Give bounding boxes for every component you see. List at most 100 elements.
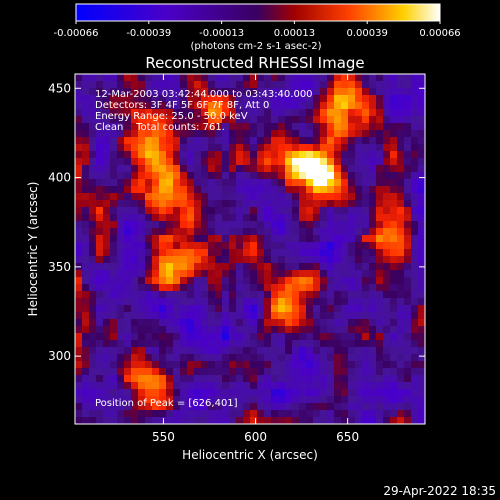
heatmap-cell xyxy=(341,95,349,103)
heatmap-cell xyxy=(299,123,307,131)
heatmap-cell xyxy=(390,382,398,390)
heatmap-cell xyxy=(383,326,391,334)
heatmap-cell xyxy=(292,375,300,383)
heatmap-cell xyxy=(152,361,160,369)
heatmap-cell xyxy=(229,263,237,271)
heatmap-cell xyxy=(271,81,279,89)
heatmap-cell xyxy=(348,340,356,348)
heatmap-cell xyxy=(173,361,181,369)
heatmap-cell xyxy=(229,116,237,124)
heatmap-cell xyxy=(138,291,146,299)
heatmap-cell xyxy=(166,109,174,117)
heatmap-cell xyxy=(278,396,286,404)
heatmap-cell xyxy=(376,417,384,425)
heatmap-cell xyxy=(117,116,125,124)
heatmap-cell xyxy=(117,340,125,348)
heatmap-cell xyxy=(271,200,279,208)
annotation-time: 12-Mar-2003 03:42:44.000 to 03:43:40.000 xyxy=(95,89,313,100)
heatmap-cell xyxy=(229,403,237,411)
heatmap-cell xyxy=(75,410,83,418)
heatmap-cell xyxy=(341,200,349,208)
heatmap-cell xyxy=(82,172,90,180)
heatmap-cell xyxy=(376,88,384,96)
heatmap-cell xyxy=(418,151,426,159)
heatmap-cell xyxy=(348,74,356,82)
heatmap-cell xyxy=(173,270,181,278)
heatmap-cell xyxy=(194,361,202,369)
heatmap-cell xyxy=(173,410,181,418)
heatmap-cell xyxy=(278,375,286,383)
heatmap-cell xyxy=(110,207,118,215)
heatmap-cell xyxy=(117,396,125,404)
heatmap-cell xyxy=(117,277,125,285)
heatmap-cell xyxy=(397,249,405,257)
heatmap-cell xyxy=(404,123,412,131)
heatmap-cell xyxy=(341,109,349,117)
heatmap-cell xyxy=(138,312,146,320)
heatmap-cell xyxy=(327,277,335,285)
heatmap-cell xyxy=(257,74,265,82)
heatmap-cell xyxy=(292,179,300,187)
heatmap-cell xyxy=(348,249,356,257)
heatmap-cell xyxy=(348,123,356,131)
heatmap-cell xyxy=(194,403,202,411)
heatmap-cell xyxy=(236,410,244,418)
heatmap-cell xyxy=(208,382,216,390)
heatmap-cell xyxy=(124,242,132,250)
heatmap-cell xyxy=(383,277,391,285)
heatmap-cell xyxy=(208,284,216,292)
heatmap-cell xyxy=(292,277,300,285)
heatmap-cell xyxy=(131,326,139,334)
heatmap-cell xyxy=(292,193,300,201)
heatmap-cell xyxy=(334,172,342,180)
heatmap-cell xyxy=(383,284,391,292)
heatmap-cell xyxy=(152,109,160,117)
heatmap-cell xyxy=(215,165,223,173)
heatmap-cell xyxy=(145,144,153,152)
heatmap-cell xyxy=(334,389,342,397)
heatmap-cell xyxy=(187,410,195,418)
heatmap-cell xyxy=(152,144,160,152)
heatmap-cell xyxy=(362,382,370,390)
heatmap-cell xyxy=(208,340,216,348)
heatmap-cell xyxy=(166,354,174,362)
heatmap-cell xyxy=(194,382,202,390)
heatmap-cell xyxy=(264,186,272,194)
heatmap-cell xyxy=(229,326,237,334)
heatmap-cell xyxy=(334,235,342,243)
heatmap-cell xyxy=(341,270,349,278)
heatmap-cell xyxy=(187,144,195,152)
heatmap-cell xyxy=(145,221,153,229)
heatmap-cell xyxy=(131,319,139,327)
heatmap-cell xyxy=(110,403,118,411)
heatmap-cell xyxy=(208,417,216,425)
heatmap-cell xyxy=(222,88,230,96)
heatmap-cell xyxy=(306,172,314,180)
heatmap-cell xyxy=(166,270,174,278)
heatmap-cell xyxy=(124,291,132,299)
heatmap-cell xyxy=(103,354,111,362)
heatmap-cell xyxy=(285,333,293,341)
heatmap-cell xyxy=(320,193,328,201)
heatmap-cell xyxy=(271,368,279,376)
heatmap-cell xyxy=(145,81,153,89)
heatmap-cell xyxy=(201,165,209,173)
heatmap-cell xyxy=(96,256,104,264)
heatmap-cell xyxy=(243,207,251,215)
heatmap-cell xyxy=(362,256,370,264)
heatmap-cell xyxy=(145,403,153,411)
heatmap-cell xyxy=(138,319,146,327)
heatmap-cell xyxy=(243,417,251,425)
heatmap-cell xyxy=(264,74,272,82)
heatmap-cell xyxy=(264,158,272,166)
heatmap-cell xyxy=(418,81,426,89)
heatmap-cell xyxy=(243,235,251,243)
heatmap-cell xyxy=(404,165,412,173)
heatmap-cell xyxy=(124,137,132,145)
heatmap-cell xyxy=(187,326,195,334)
heatmap-cell xyxy=(418,242,426,250)
heatmap-cell xyxy=(180,277,188,285)
heatmap-cell xyxy=(75,186,83,194)
heatmap-cell xyxy=(390,305,398,313)
heatmap-cell xyxy=(271,312,279,320)
